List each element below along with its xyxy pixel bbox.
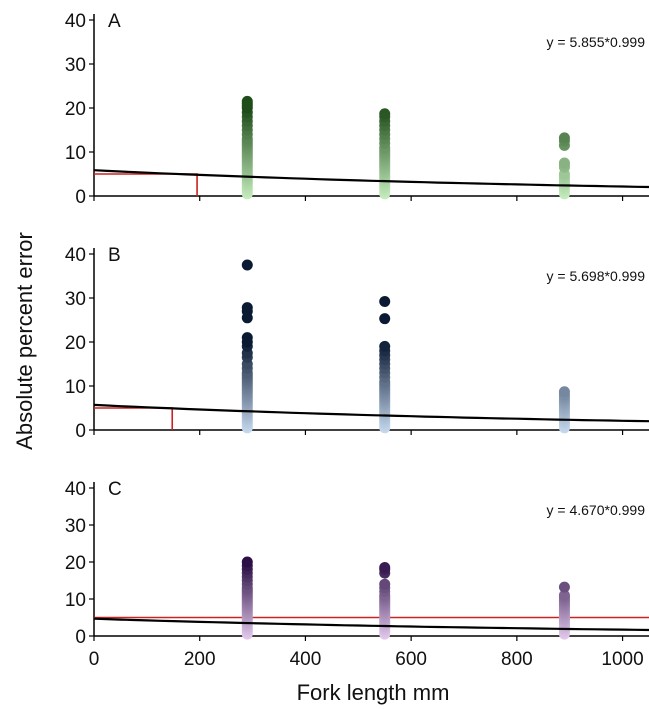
reference-line xyxy=(94,173,198,196)
x-tick-label: 600 xyxy=(395,649,427,670)
data-point xyxy=(379,340,391,352)
data-point xyxy=(379,108,391,120)
fit-line xyxy=(93,617,649,632)
x-tick-label: 0 xyxy=(89,649,100,670)
y-tick-label: 0 xyxy=(75,421,86,442)
x-tick-label: 400 xyxy=(290,649,322,670)
x-axis-title: Fork length mm xyxy=(297,680,450,705)
y-tick-label: 40 xyxy=(65,245,86,266)
panels: 0 10 20 30 40 Ay = 5.855*0.999 0 10 20 30 40 By = 5… xyxy=(65,11,649,670)
data-point xyxy=(558,132,570,144)
x-tick-label: 800 xyxy=(501,649,533,670)
data-point xyxy=(379,296,391,308)
y-tick-label: 20 xyxy=(65,99,86,120)
y-tick-label: 10 xyxy=(65,143,86,164)
panel-letter: B xyxy=(108,245,121,266)
data-point xyxy=(379,562,391,574)
data-point xyxy=(241,302,253,314)
data-point xyxy=(558,581,570,593)
fit-line xyxy=(93,169,649,189)
x-tick-label: 200 xyxy=(184,649,216,670)
y-tick-label: 40 xyxy=(65,479,86,500)
data-point xyxy=(558,157,570,169)
y-tick-label: 30 xyxy=(65,55,86,76)
data-point xyxy=(379,578,391,590)
data-point xyxy=(379,313,391,325)
x-tick-label: 1000 xyxy=(601,649,643,670)
data-point xyxy=(241,332,253,344)
fit-equation: y = 4.670*0.999 xyxy=(547,502,646,518)
y-tick-label: 10 xyxy=(65,377,86,398)
panel-b: 0 10 20 30 40 By = 5.698*0.999 xyxy=(65,245,649,442)
data-point xyxy=(241,556,253,568)
y-tick-label: 10 xyxy=(65,590,86,611)
y-tick-label: 0 xyxy=(75,187,86,208)
fit-equation: y = 5.698*0.999 xyxy=(547,268,646,284)
reference-line xyxy=(94,407,174,430)
y-tick-label: 30 xyxy=(65,516,86,537)
y-tick-label: 30 xyxy=(65,289,86,310)
y-tick-label: 20 xyxy=(65,333,86,354)
data-point xyxy=(558,386,570,398)
panel-letter: A xyxy=(108,11,121,32)
y-tick-label: 20 xyxy=(65,553,86,574)
fit-equation: y = 5.855*0.999 xyxy=(547,34,646,50)
data-point xyxy=(241,95,253,107)
y-tick-label: 0 xyxy=(75,627,86,648)
fit-line xyxy=(93,403,649,423)
data-point xyxy=(241,259,253,271)
data-point xyxy=(558,589,570,601)
y-tick-label: 40 xyxy=(65,11,86,32)
panel-a: 0 10 20 30 40 Ay = 5.855*0.999 xyxy=(65,11,649,208)
panel-letter: C xyxy=(108,479,122,500)
y-axis-title: Absolute percent error xyxy=(12,232,37,450)
